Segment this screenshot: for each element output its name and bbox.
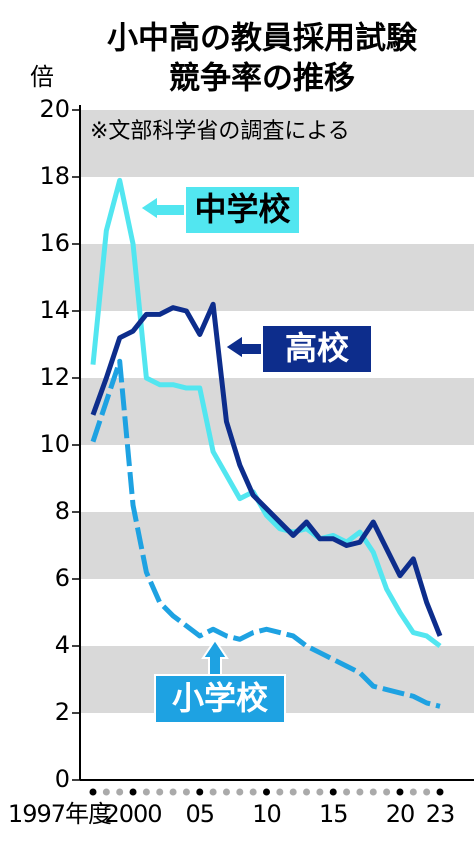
- x-dot: [156, 788, 164, 796]
- y-tick-label: 8: [55, 497, 70, 525]
- x-tick-label: 1997年度: [8, 800, 112, 828]
- x-dot: [169, 788, 177, 796]
- x-dot: [423, 788, 431, 796]
- x-tick-label: 20: [386, 800, 415, 828]
- x-dot: [289, 788, 297, 796]
- y-tick-label: 6: [55, 564, 70, 592]
- series-label: 高校: [223, 324, 373, 374]
- x-dot: [316, 788, 324, 796]
- x-dot: [409, 788, 417, 796]
- y-tick-label: 2: [55, 698, 70, 726]
- y-axis-label: 倍: [30, 63, 54, 91]
- x-dot: [249, 788, 257, 796]
- y-tick-label: 20: [39, 95, 70, 123]
- x-dot: [369, 788, 377, 796]
- label-arrow: [201, 638, 229, 678]
- legend-label: 小学校: [172, 679, 268, 717]
- line-series: [90, 301, 443, 637]
- grid-band: [80, 378, 474, 445]
- y-tick-label: 18: [39, 162, 70, 190]
- y-tick-label: 16: [39, 229, 70, 257]
- series-label: 小学校: [154, 638, 286, 724]
- x-dot: [436, 788, 444, 796]
- y-tick-label: 14: [39, 296, 70, 324]
- x-dot: [222, 788, 230, 796]
- x-dot: [303, 788, 311, 796]
- x-dot: [236, 788, 244, 796]
- y-tick-label: 0: [55, 765, 70, 793]
- y-tick-label: 10: [39, 430, 70, 458]
- grid-band: [80, 110, 474, 177]
- line-series: [90, 358, 441, 709]
- x-dot: [356, 788, 364, 796]
- x-dot: [196, 788, 204, 796]
- x-dot: [263, 788, 270, 796]
- label-arrow: [223, 333, 265, 361]
- label-box: [261, 324, 373, 374]
- label-box: [184, 185, 301, 235]
- label-box: [154, 674, 286, 724]
- chart-title: 競争率の推移: [169, 61, 355, 97]
- x-dot: [329, 788, 337, 796]
- x-tick-label: 05: [185, 800, 214, 828]
- x-dot: [182, 788, 190, 796]
- x-tick-label: 23: [426, 800, 455, 828]
- line-series: [90, 177, 442, 648]
- legend-label: 高校: [285, 329, 349, 367]
- x-dot: [343, 788, 351, 796]
- label-arrow: [138, 194, 188, 222]
- x-dot: [89, 788, 97, 796]
- x-dot: [396, 788, 404, 796]
- x-dot: [209, 788, 217, 796]
- chart-title: 小中高の教員採用試験: [107, 21, 418, 57]
- note: ※文部科学省の調査による: [90, 119, 350, 144]
- x-dot: [142, 788, 150, 796]
- y-tick-label: 12: [39, 363, 70, 391]
- x-dot: [276, 788, 284, 796]
- x-dot: [129, 788, 137, 796]
- x-tick-label: 10: [252, 800, 281, 828]
- legend-label: 中学校: [194, 190, 290, 228]
- y-tick-label: 4: [55, 631, 70, 659]
- series-label: 中学校: [138, 185, 301, 235]
- x-tick-label: 2000: [104, 800, 161, 828]
- x-dot: [383, 788, 391, 796]
- grid-band: [80, 244, 474, 311]
- x-dot: [102, 788, 110, 796]
- x-tick-label: 15: [319, 800, 348, 828]
- x-dot: [116, 788, 124, 796]
